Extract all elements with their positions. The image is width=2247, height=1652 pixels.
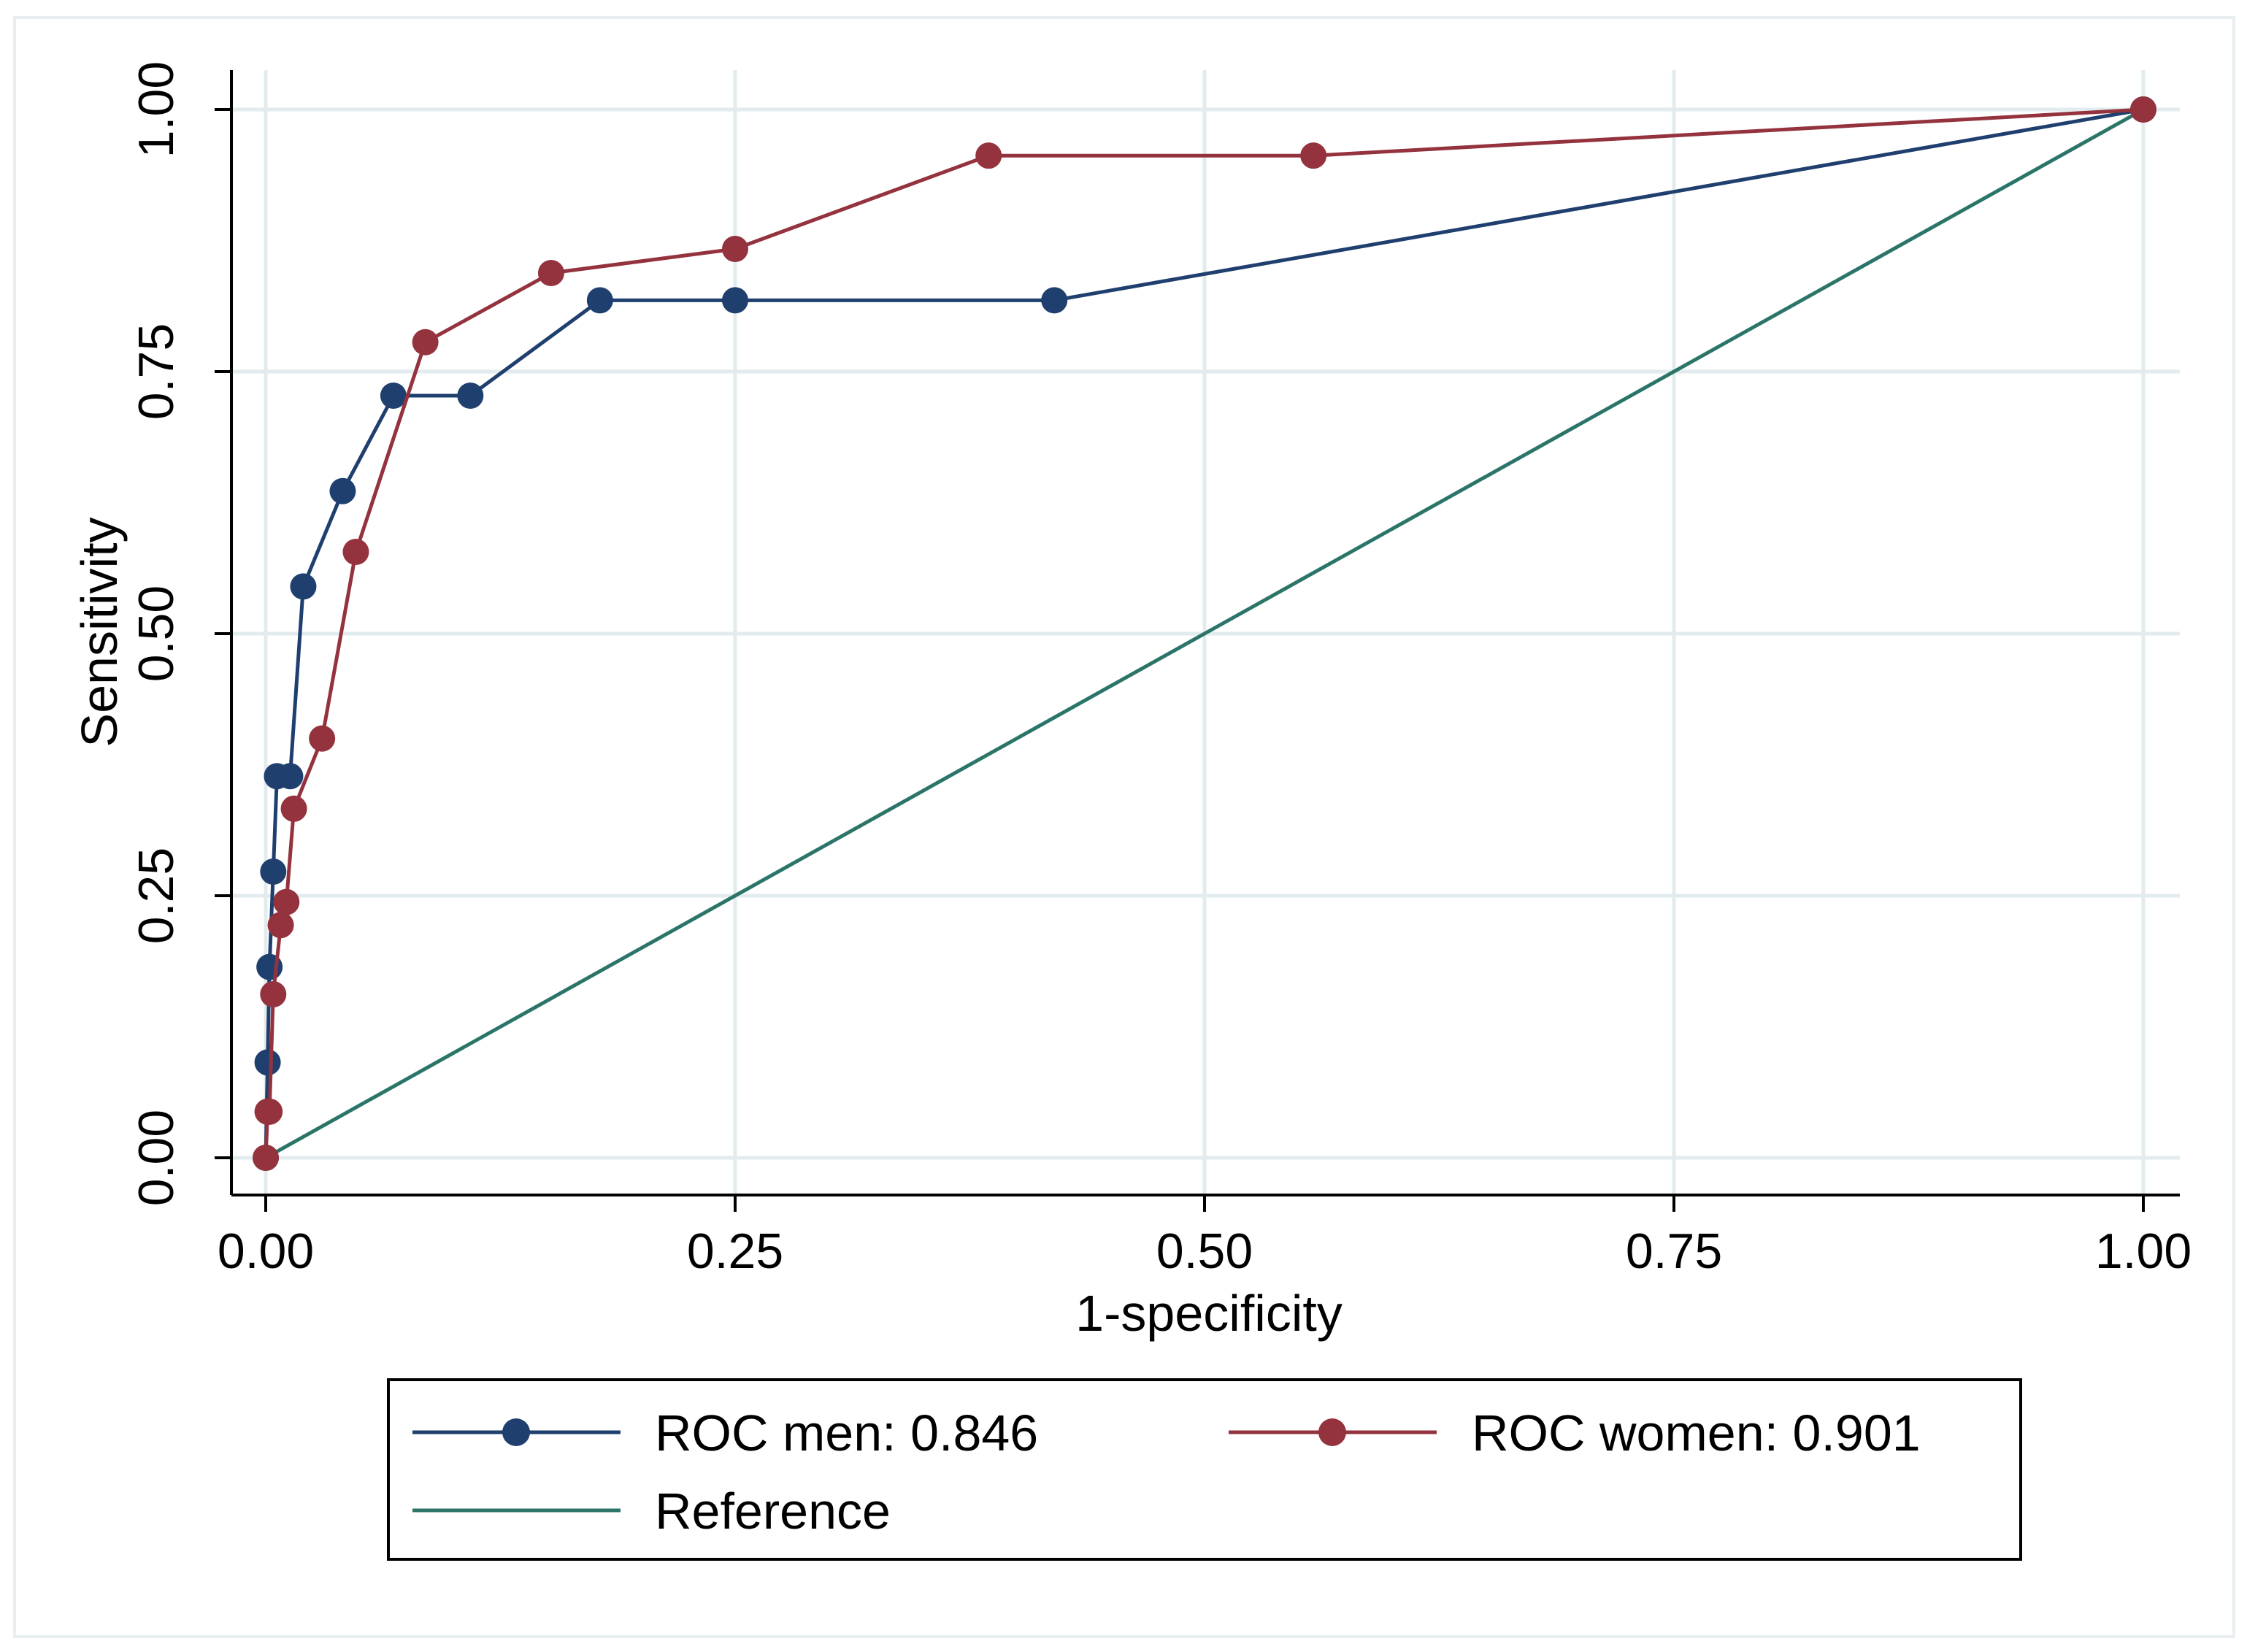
legend-reference-label: Reference (655, 1483, 891, 1540)
reference-line (264, 107, 2145, 1160)
women-point (722, 235, 748, 262)
women-point (2130, 96, 2156, 123)
x-tick-label: 0.50 (1156, 1223, 1253, 1279)
men-point (1041, 287, 1068, 314)
y-axis-title: Sensitivity (71, 517, 128, 747)
women-point (260, 980, 287, 1007)
series-reference (264, 107, 2145, 1160)
legend-women-marker (1318, 1418, 1346, 1446)
x-ticks: 0.00 0.25 0.50 0.75 1.00 (218, 1195, 2192, 1279)
x-tick-label: 0.00 (218, 1223, 314, 1279)
women-point (280, 795, 307, 822)
women-point (253, 1145, 279, 1171)
y-tick-label: 0.00 (128, 1110, 184, 1206)
series-women (253, 96, 2156, 1171)
women-point (342, 538, 369, 565)
women-point (975, 142, 1002, 169)
men-point (457, 383, 484, 410)
y-tick-label: 0.75 (128, 323, 184, 420)
women-point (256, 1098, 283, 1125)
men-point (260, 858, 287, 885)
men-point (254, 1049, 281, 1076)
legend-women-label: ROC women: 0.901 (1472, 1405, 1921, 1461)
x-tick-label: 0.75 (1626, 1223, 1722, 1279)
women-point (412, 329, 439, 356)
women-point (309, 725, 336, 752)
legend-men-label: ROC men: 0.846 (655, 1405, 1038, 1461)
legend: ROC men: 0.846 ROC women: 0.901 Referenc… (387, 1378, 2022, 1561)
x-tick-label: 1.00 (2095, 1223, 2192, 1279)
women-point (273, 888, 300, 915)
legend-men-marker (502, 1418, 530, 1446)
men-point (586, 287, 613, 314)
x-tick-label: 0.25 (687, 1223, 783, 1279)
men-point (290, 573, 317, 600)
y-tick-label: 1.00 (128, 61, 184, 158)
y-tick-label: 0.50 (128, 585, 184, 682)
women-point (537, 260, 564, 287)
women-point (267, 912, 294, 939)
y-tick-label: 0.25 (128, 848, 184, 944)
y-ticks: 0.00 0.25 0.50 0.75 1.00 (128, 61, 231, 1206)
women-point (1300, 142, 1327, 169)
men-point (329, 477, 356, 504)
men-line (264, 107, 2144, 1159)
men-point (722, 287, 748, 314)
men-point (380, 383, 407, 410)
series-layer (253, 96, 2156, 1171)
men-point (277, 763, 304, 790)
x-axis-title: 1-specificity (1075, 1285, 1343, 1342)
legend-box (387, 1378, 2022, 1561)
